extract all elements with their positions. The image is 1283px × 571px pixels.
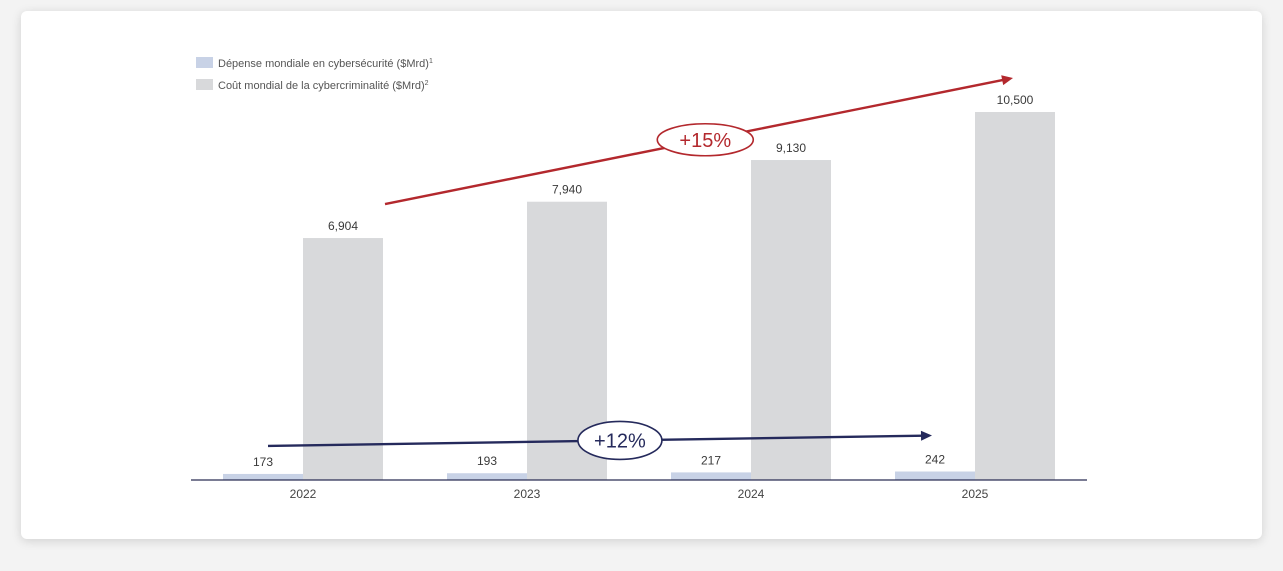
value-label-cost-2022: 6,904 xyxy=(328,219,358,233)
value-label-cost-2025: 10,500 xyxy=(997,93,1034,107)
legend-swatch-spending xyxy=(196,57,213,68)
growth-label-spending: +12% xyxy=(594,430,646,452)
x-tick-labels-group: 2022 2023 2024 2025 xyxy=(290,487,989,501)
value-label-spending-2024: 217 xyxy=(701,453,721,467)
bar-chart: Dépense mondiale en cybersécurité ($Mrd)… xyxy=(191,57,1087,501)
value-labels-group: 173 6,904 193 7,940 217 9,130 242 10,500 xyxy=(253,93,1034,469)
value-label-spending-2022: 173 xyxy=(253,455,273,469)
growth-arrow-spending-head xyxy=(920,430,932,441)
growth-badge-spending xyxy=(577,420,663,461)
value-label-cost-2024: 9,130 xyxy=(776,141,806,155)
bar-spending-2022 xyxy=(223,473,303,480)
x-tick-2023: 2023 xyxy=(514,487,541,501)
x-tick-2024: 2024 xyxy=(738,487,765,501)
value-label-cost-2023: 7,940 xyxy=(552,183,582,197)
bar-spending-2024 xyxy=(671,472,751,480)
legend-label-spending: Dépense mondiale en cybersécurité ($Mrd)… xyxy=(218,58,433,70)
value-label-spending-2023: 193 xyxy=(477,454,497,468)
bar-cost-2025 xyxy=(975,112,1055,480)
growth-arrow-cost-head xyxy=(1001,75,1013,86)
value-label-spending-2025: 242 xyxy=(925,453,945,467)
chart-card: Dépense mondiale en cybersécurité ($Mrd)… xyxy=(21,11,1262,539)
bar-spending-2025 xyxy=(895,471,975,480)
growth-label-cost: +15% xyxy=(679,130,731,152)
x-tick-2025: 2025 xyxy=(962,487,989,501)
bars-group xyxy=(223,112,1055,480)
bar-spending-2023 xyxy=(447,473,527,480)
legend-swatch-cost xyxy=(196,79,213,90)
bar-cost-2022 xyxy=(303,238,383,480)
x-tick-2022: 2022 xyxy=(290,487,317,501)
bar-cost-2024 xyxy=(751,160,831,480)
legend: Dépense mondiale en cybersécurité ($Mrd)… xyxy=(196,57,433,92)
legend-label-cost: Coût mondial de la cybercriminalité ($Mr… xyxy=(218,80,429,92)
growth-badge-cost xyxy=(656,122,755,157)
growth-arrows-group: +15% +12% xyxy=(267,75,1013,461)
